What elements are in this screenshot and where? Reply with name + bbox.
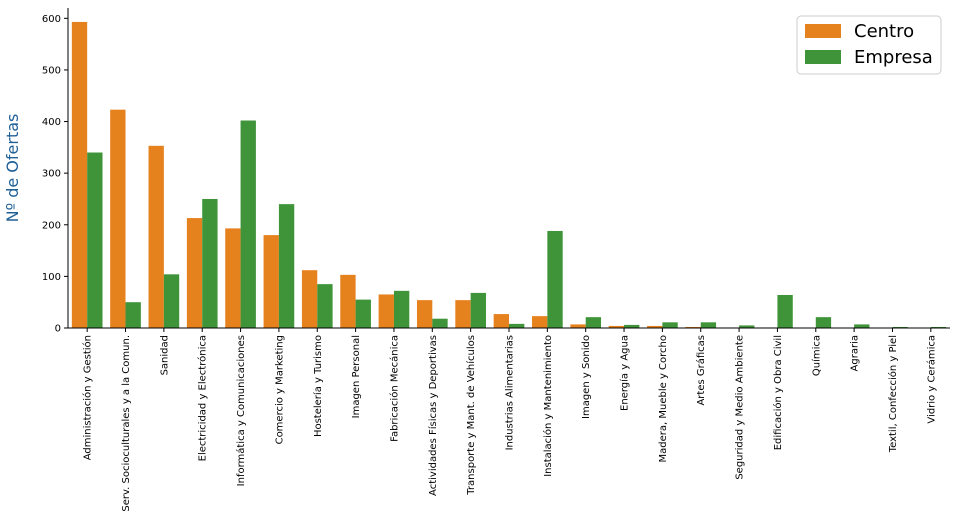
x-tick-label: Instalación y Mantenimiento: [542, 335, 554, 477]
bar-centro-5: [263, 235, 279, 328]
bar-centro-3: [186, 218, 203, 328]
y-tick-label: 300: [42, 169, 61, 180]
bar-empresa-5: [278, 204, 295, 328]
legend: Centro Empresa: [796, 15, 942, 75]
bar-empresa-13: [585, 317, 602, 328]
legend-label-centro: Centro: [854, 21, 914, 42]
x-tick-label: Imagen Personal: [351, 335, 362, 418]
bar-empresa-12: [547, 230, 563, 328]
x-tick-label: Textil, Confección y Piel: [887, 335, 899, 453]
legend-swatch-empresa: [805, 50, 841, 64]
bar-empresa-18: [777, 294, 793, 328]
x-tick-label: Industrias Alimentarias: [505, 335, 516, 450]
bar-empresa-7: [355, 299, 371, 328]
x-tick-label: Electricidad y Electrónica: [197, 335, 209, 461]
x-tick-label: Edificación y Obra Civil: [772, 335, 784, 450]
legend-label-empresa: Empresa: [854, 47, 933, 68]
bar-empresa-9: [432, 318, 448, 328]
bar-centro-1: [110, 109, 126, 329]
x-tick-label: Imagen y Sonido: [581, 335, 592, 419]
bar-centro-12: [532, 316, 548, 328]
bar-empresa-11: [509, 323, 525, 328]
x-tick-label: Comercio y Marketing: [274, 335, 285, 444]
y-tick-label: 600: [42, 14, 61, 25]
bar-empresa-0: [87, 152, 103, 328]
y-tick-label: 400: [42, 117, 61, 128]
x-tick-label: Seguridad y Medio Ambiente: [735, 335, 746, 480]
bar-empresa-21: [892, 326, 908, 328]
bar-centro-11: [493, 314, 509, 328]
bar-empresa-22: [930, 326, 947, 328]
bar-empresa-10: [470, 292, 486, 328]
bar-centro-6: [301, 270, 318, 328]
bar-empresa-2: [163, 274, 180, 328]
bar-centro-13: [570, 324, 586, 328]
y-tick-label: 100: [42, 272, 61, 283]
y-tick-label: 500: [42, 65, 61, 76]
x-tick-label: Vidrio y Cerámica: [925, 335, 937, 424]
x-tick-label: Fabricación Mecánica: [388, 335, 400, 442]
x-ticks: Administración y Gestión Serv. Sociocultu…: [82, 328, 937, 512]
x-tick-label: Hostelería y Turismo: [312, 335, 324, 437]
bar-empresa-8: [393, 290, 410, 328]
y-axis-label: Nº de Ofertas: [3, 114, 22, 223]
bar-centro-2: [148, 145, 164, 328]
y-ticks: 0 100 200 300 400 500 600: [42, 14, 68, 335]
bar-centro-9: [416, 300, 433, 328]
bars-group: [71, 21, 947, 329]
bar-empresa-3: [202, 198, 218, 328]
bar-centro-4: [225, 228, 241, 328]
x-tick-label: Actividades Físicas y Deportivas: [427, 335, 439, 496]
bar-centro-7: [340, 274, 356, 328]
y-tick-label: 0: [55, 324, 61, 335]
bar-empresa-14: [624, 324, 640, 328]
x-tick-label: Informática y Comunicaciones: [235, 335, 247, 486]
bar-empresa-15: [662, 322, 678, 328]
x-tick-label: Artes Gráficas: [695, 335, 707, 406]
x-tick-label: Sanidad: [159, 335, 170, 375]
x-tick-label: Madera, Mueble y Corcho: [658, 335, 669, 462]
x-tick-label: Transporte y Mant. de Vehículos: [465, 335, 477, 496]
x-tick-label: Administración y Gestión: [82, 335, 94, 460]
bar-empresa-16: [700, 322, 717, 328]
bar-empresa-1: [125, 302, 141, 328]
x-tick-label: Serv. Socioculturales y a la Comun.: [121, 335, 132, 512]
x-tick-label: Química: [810, 335, 822, 376]
bar-empresa-20: [854, 324, 870, 328]
bar-centro-16: [685, 326, 701, 328]
bar-empresa-6: [317, 284, 333, 328]
bar-centro-15: [647, 325, 663, 328]
bar-centro-8: [378, 294, 394, 328]
bar-empresa-19: [815, 317, 832, 328]
bar-centro-10: [455, 300, 471, 328]
x-tick-label: Agraria: [850, 335, 861, 371]
bar-centro-14: [608, 325, 625, 328]
bar-empresa-17: [739, 325, 755, 328]
bar-empresa-4: [240, 120, 256, 329]
x-tick-label: Energía y Agua: [619, 335, 631, 411]
y-tick-label: 200: [42, 220, 61, 231]
legend-swatch-centro: [805, 24, 841, 38]
bar-centro-0: [71, 21, 88, 328]
